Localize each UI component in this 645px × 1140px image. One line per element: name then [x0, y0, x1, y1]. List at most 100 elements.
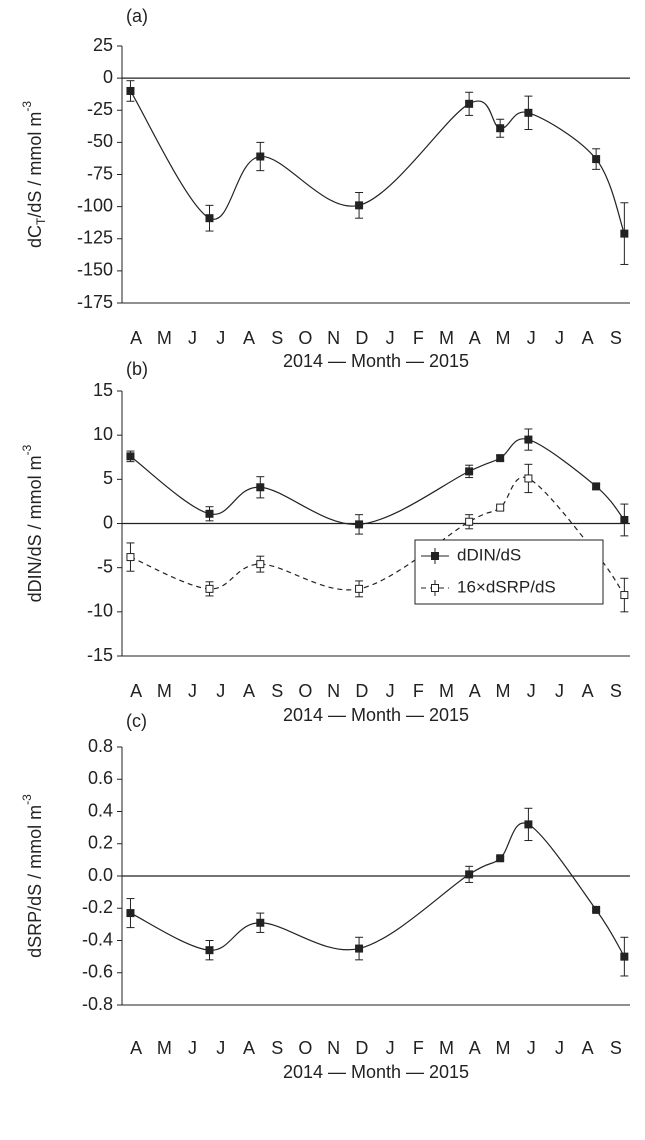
- series-line: [130, 822, 625, 957]
- marker: [126, 86, 135, 95]
- marker: [465, 870, 474, 879]
- x-tick-label: A: [243, 1038, 255, 1058]
- y-axis-label-part: -3: [20, 444, 34, 455]
- marker: [496, 503, 505, 512]
- x-tick-label: J: [386, 681, 395, 701]
- y-tick-label: 10: [93, 424, 113, 444]
- x-tick-label: A: [130, 1038, 142, 1058]
- y-tick-label: -5: [97, 556, 113, 576]
- x-tick-label: A: [469, 1038, 481, 1058]
- panel-label: (c): [126, 711, 147, 731]
- x-tick-label: J: [216, 681, 225, 701]
- y-tick-label: 0.8: [88, 736, 113, 756]
- x-axis-label: 2014 — Month — 2015: [283, 1062, 469, 1082]
- marker: [256, 560, 265, 569]
- x-tick-label: F: [413, 681, 424, 701]
- x-tick-label: A: [243, 328, 255, 348]
- x-tick-label: S: [610, 1038, 622, 1058]
- y-tick-label: -50: [87, 131, 113, 151]
- marker: [620, 229, 629, 238]
- x-tick-label: J: [386, 1038, 395, 1058]
- x-tick-label: M: [496, 1038, 511, 1058]
- x-tick-label: S: [610, 681, 622, 701]
- marker: [126, 452, 135, 461]
- marker: [592, 482, 601, 491]
- panel-label: (b): [126, 359, 148, 379]
- marker: [126, 909, 135, 918]
- x-tick-label: A: [582, 681, 594, 701]
- x-tick-label: S: [271, 1038, 283, 1058]
- y-tick-label: 0: [103, 512, 113, 532]
- marker: [205, 946, 214, 955]
- y-axis-label-part: -3: [20, 794, 34, 805]
- x-tick-label: A: [130, 681, 142, 701]
- x-tick-label: J: [527, 328, 536, 348]
- y-tick-label: -0.6: [82, 962, 113, 982]
- marker: [524, 435, 533, 444]
- y-tick-label: -0.8: [82, 994, 113, 1014]
- y-tick-label: -150: [77, 260, 113, 280]
- marker: [524, 820, 533, 829]
- marker: [496, 124, 505, 133]
- marker: [620, 515, 629, 524]
- x-tick-label: D: [355, 681, 368, 701]
- series-line: [130, 438, 625, 525]
- y-axis-label-part: -3: [20, 101, 34, 112]
- x-tick-label: J: [188, 1038, 197, 1058]
- y-axis-label: dDIN/dS / mmol m-3: [20, 444, 45, 602]
- y-tick-label: -75: [87, 163, 113, 183]
- x-tick-label: D: [355, 1038, 368, 1058]
- marker: [465, 99, 474, 108]
- y-axis-label-part: dC: [25, 225, 45, 248]
- y-tick-label: 15: [93, 380, 113, 400]
- x-axis-label: 2014 — Month — 2015: [283, 705, 469, 725]
- marker: [256, 918, 265, 927]
- marker: [355, 584, 364, 593]
- y-axis-label-part: T: [34, 217, 48, 225]
- x-tick-label: F: [413, 1038, 424, 1058]
- y-tick-label: 0.4: [88, 800, 113, 820]
- x-tick-label: J: [555, 328, 564, 348]
- x-tick-label: N: [327, 1038, 340, 1058]
- x-tick-label: S: [610, 328, 622, 348]
- x-tick-label: J: [188, 328, 197, 348]
- marker: [205, 214, 214, 223]
- marker: [126, 553, 135, 562]
- x-tick-label: M: [157, 681, 172, 701]
- x-tick-label: A: [469, 681, 481, 701]
- x-tick-label: O: [298, 681, 312, 701]
- y-tick-label: -0.4: [82, 929, 113, 949]
- y-axis-label-part: dDIN/dS / mmol m: [25, 455, 45, 602]
- x-tick-label: M: [496, 328, 511, 348]
- x-tick-label: M: [439, 1038, 454, 1058]
- x-tick-label: J: [527, 681, 536, 701]
- y-tick-label: -125: [77, 228, 113, 248]
- y-axis-label-part: dSRP/dS / mmol m: [25, 805, 45, 958]
- marker: [205, 509, 214, 518]
- x-tick-label: A: [243, 681, 255, 701]
- x-tick-label: J: [188, 681, 197, 701]
- marker: [205, 584, 214, 593]
- y-axis-label: dSRP/dS / mmol m-3: [20, 794, 45, 958]
- legend-marker: [431, 584, 439, 592]
- x-tick-label: A: [130, 328, 142, 348]
- x-tick-label: D: [355, 328, 368, 348]
- x-tick-label: A: [582, 328, 594, 348]
- legend-label: dDIN/dS: [457, 545, 521, 564]
- x-tick-label: M: [157, 328, 172, 348]
- marker: [524, 474, 533, 483]
- x-tick-label: J: [527, 1038, 536, 1058]
- series-line: [130, 476, 625, 596]
- x-tick-label: J: [216, 1038, 225, 1058]
- marker: [355, 201, 364, 210]
- y-tick-label: -100: [77, 195, 113, 215]
- y-tick-label: -15: [87, 645, 113, 665]
- x-tick-label: J: [555, 1038, 564, 1058]
- marker: [592, 905, 601, 914]
- marker: [465, 467, 474, 476]
- marker: [620, 591, 629, 600]
- x-tick-label: O: [298, 328, 312, 348]
- marker: [592, 155, 601, 164]
- series-line: [129, 90, 625, 234]
- y-tick-label: -0.2: [82, 897, 113, 917]
